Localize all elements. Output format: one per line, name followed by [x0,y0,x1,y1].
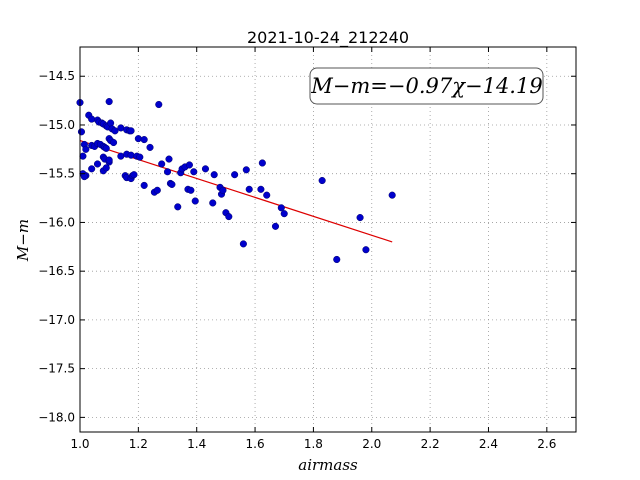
data-point [318,176,326,185]
data-point [127,151,135,159]
x-tick-label: 2.2 [421,437,440,451]
y-tick-label: −14.5 [38,69,75,83]
data-point [362,246,370,254]
data-point [165,155,173,163]
x-tick-label: 1.4 [187,437,206,451]
data-point [77,128,86,136]
data-point [163,168,172,176]
data-point [239,240,247,248]
data-point [225,213,233,221]
data-point [280,210,288,218]
data-point [134,135,142,143]
data-point [107,119,115,127]
data-point [155,100,163,109]
data-point [88,115,96,123]
data-point [79,152,87,160]
fit-equation: M−m=−0.97χ−14.19 [310,74,542,98]
y-tick-label: −17.5 [38,362,75,376]
data-point [111,127,119,135]
data-point [105,98,113,106]
data-point [231,171,239,179]
data-point [201,165,210,173]
data-point [82,145,90,153]
data-point [130,171,138,179]
data-point [271,222,280,230]
axis-ticks [79,47,576,432]
data-point [88,165,96,173]
data-point [140,136,148,144]
x-tick-label: 1.0 [70,437,89,451]
plot-frame [79,46,577,433]
x-tick-labels: 1.0 1.2 1.4 1.6 1.8 2.0 2.2 2.4 2.6 [70,437,556,451]
x-tick-label: 1.2 [129,437,148,451]
y-tick-label: −18.0 [38,410,75,424]
x-axis-label: airmass [298,456,358,474]
data-point [209,199,217,207]
data-point [168,180,176,188]
grid-lines [79,47,576,432]
data-point [80,173,88,181]
data-point [136,153,144,161]
data-point [245,185,253,193]
data-point [258,159,266,167]
data-point [93,160,102,168]
data-point [105,156,113,164]
data-point [187,186,195,194]
data-point [140,181,148,189]
chart-title: 2021-10-24_212240 [247,28,409,48]
x-tick-label: 1.6 [246,437,265,451]
y-tick-label: −15.0 [38,118,75,132]
data-point [356,214,364,222]
data-point [388,191,396,199]
data-point [190,168,198,176]
x-tick-label: 2.0 [362,437,381,451]
data-point [219,186,227,194]
data-point [146,143,154,151]
y-tick-label: −15.5 [38,167,75,181]
y-tick-labels: −14.5 −15.0 −15.5 −16.0 −16.5 −17.0 −17.5 −18.0 [38,69,75,424]
data-point [210,171,218,179]
y-tick-label: −16.5 [38,264,75,278]
data-point [102,144,110,152]
data-point [127,127,135,135]
data-point [263,191,271,199]
fit-equation-frame [309,67,544,105]
fit-equation-box: M−m=−0.97χ−14.19 [309,67,544,105]
data-point [153,186,161,194]
data-point [257,185,265,193]
x-tick-label: 2.6 [537,437,556,451]
data-points [76,98,396,264]
data-point [242,166,250,174]
data-point [174,203,182,211]
x-tick-label: 1.8 [304,437,323,451]
y-tick-label: −17.0 [38,313,75,327]
data-point [333,255,341,264]
data-point [158,160,166,168]
y-axis-label: M−m [14,219,32,262]
data-point [102,164,110,172]
data-point [185,161,193,169]
data-point [277,204,285,212]
x-tick-label: 2.4 [479,437,498,451]
data-point [191,197,199,205]
y-tick-label: −16.0 [38,215,75,229]
data-point [110,138,118,147]
